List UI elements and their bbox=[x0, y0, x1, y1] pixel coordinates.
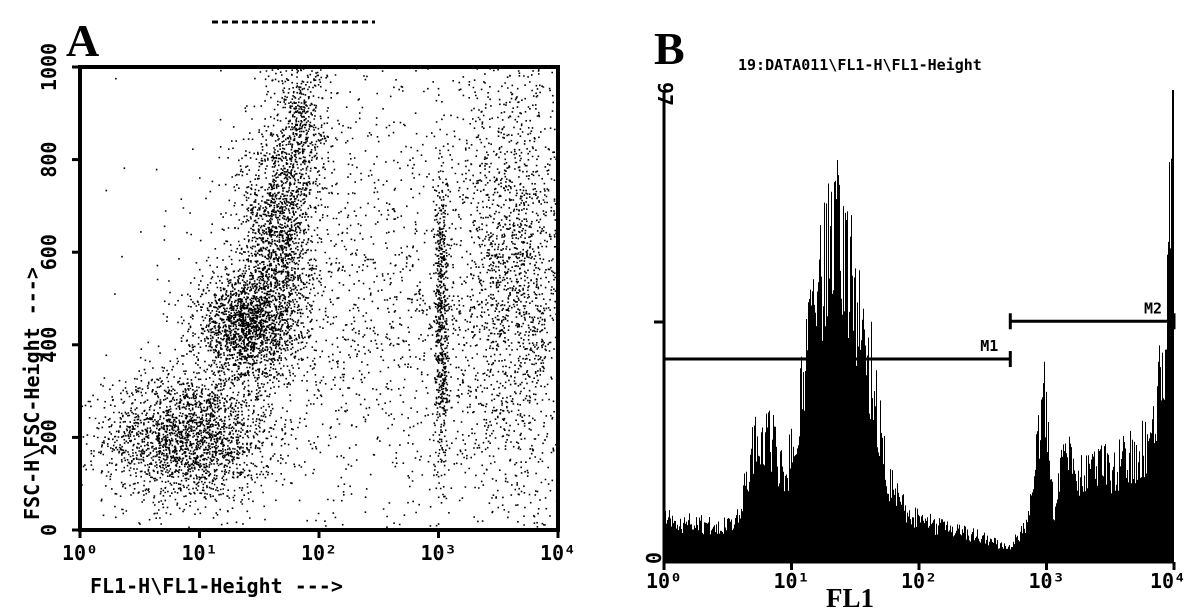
y-tick-label-a: 1000 bbox=[37, 43, 61, 91]
x-tick-label-b: 10³ bbox=[1028, 569, 1064, 593]
marker-label-m1: M1 bbox=[980, 337, 998, 355]
y-ticks-a: 0 200 400 600 800 1000 bbox=[37, 43, 80, 536]
y-tick-label-a: 800 bbox=[37, 142, 61, 178]
x-tick-label-b: 10⁰ bbox=[646, 569, 682, 593]
x-axis-title-b: FL1 bbox=[826, 583, 874, 613]
markers-b: M1 M2 bbox=[662, 299, 1176, 368]
panel-b-label: B bbox=[654, 23, 685, 74]
y-tick-label-a: 0 bbox=[37, 524, 61, 536]
y-tick-label-a: 400 bbox=[37, 327, 61, 363]
x-tick-label-a: 10⁴ bbox=[540, 541, 576, 565]
x-ticks-a: 10⁰ 10¹ 10² 10³ 10⁴ bbox=[62, 530, 576, 565]
plot-frame-a bbox=[78, 65, 560, 532]
histogram-b bbox=[664, 90, 1174, 562]
panel-a: A 0 200 400 600 800 1000 10⁰ 10¹ 10² 10³ 10⁴ FL1-… bbox=[20, 15, 576, 598]
chart-title-b: 19:DATA011\FL1-H\FL1-Height bbox=[738, 56, 982, 74]
x-axis-title-a: FL1-H\FL1-Height ---> bbox=[90, 574, 343, 598]
x-ticks-b: 10⁰ 10¹ 10² 10³ 10⁴ bbox=[646, 562, 1186, 593]
x-tick-label-a: 10¹ bbox=[181, 541, 217, 565]
marker-label-m2: M2 bbox=[1144, 299, 1162, 317]
y-tick-top-b: 97 bbox=[653, 82, 677, 106]
y-tick-label-a: 200 bbox=[37, 419, 61, 455]
x-tick-label-b: 10¹ bbox=[773, 569, 809, 593]
y-tick-label-a: 600 bbox=[37, 234, 61, 270]
x-tick-label-b: 10² bbox=[901, 569, 937, 593]
x-tick-label-b: 10⁴ bbox=[1150, 569, 1186, 593]
x-tick-label-a: 10³ bbox=[420, 541, 456, 565]
panel-a-label: A bbox=[66, 15, 99, 66]
y-axis-title-a: FSC-H\FSC-Height ---> bbox=[20, 267, 44, 520]
scatter-plot-a bbox=[80, 67, 560, 529]
x-tick-label-a: 10⁰ bbox=[62, 541, 98, 565]
x-tick-label-a: 10² bbox=[301, 541, 337, 565]
y-tick-bottom-b: 0 bbox=[641, 552, 665, 564]
scatter-points-a bbox=[80, 67, 560, 529]
